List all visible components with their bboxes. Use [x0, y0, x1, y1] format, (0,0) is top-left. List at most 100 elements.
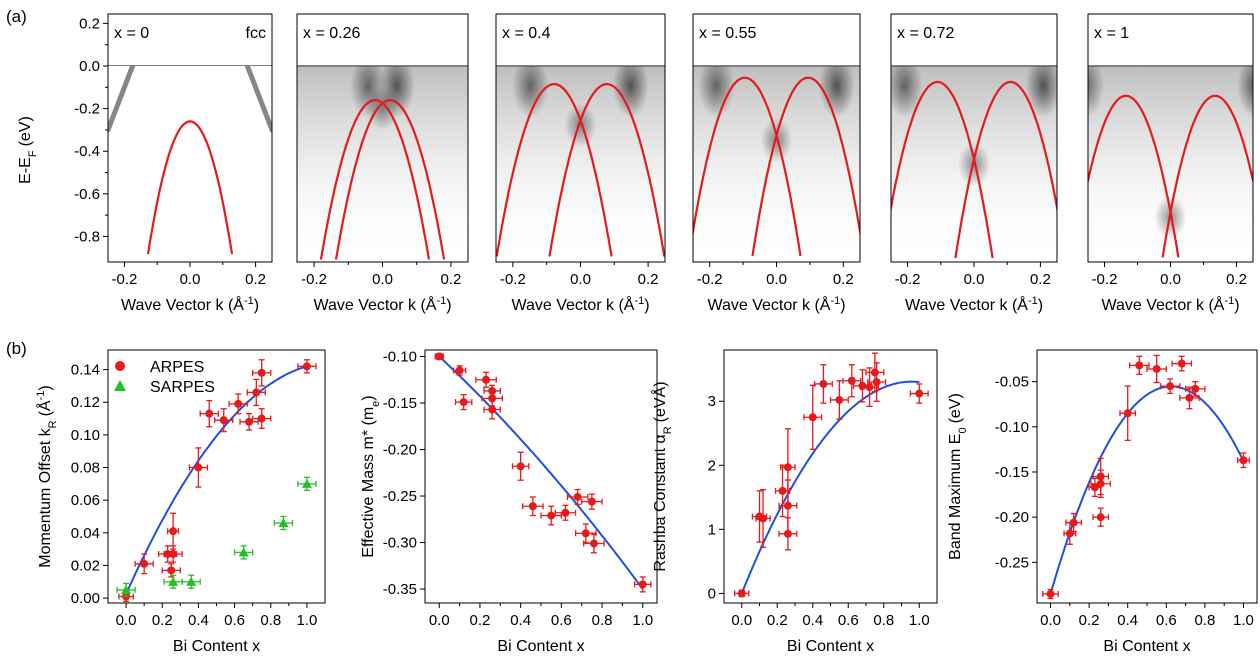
marker-circle — [169, 527, 178, 536]
panel-b-label: (b) — [6, 339, 27, 358]
x-tick-label: 0.6 — [551, 612, 572, 629]
data-point-arpes — [167, 512, 180, 550]
ylabel-unit: (eVÅ) — [650, 381, 669, 422]
marker-circle — [1096, 513, 1105, 522]
y-tick-label: 0.00 — [71, 590, 100, 607]
data-point-arpes — [1179, 386, 1200, 410]
marker-circle — [140, 559, 149, 568]
ylabel-sub: R — [662, 426, 674, 434]
marker-circle — [759, 514, 768, 523]
data-point-arpes — [1128, 355, 1150, 376]
x-tick-label: 1.0 — [632, 612, 653, 629]
y-tick-label: 0.14 — [71, 362, 100, 379]
data-point-arpes — [1065, 512, 1083, 533]
y-tick-label: -0.2 — [74, 101, 100, 118]
marker-circle — [167, 566, 176, 575]
x-tick-label: 0.4 — [1117, 612, 1138, 629]
arpes-spectrum — [891, 66, 1057, 262]
legend-marker-circle — [115, 361, 125, 371]
marker-circle — [778, 486, 787, 495]
fit-curve — [740, 380, 920, 594]
ylabel-sub: 0 — [957, 427, 969, 433]
x-tick-label: 0.4 — [188, 612, 209, 629]
marker-circle — [1123, 409, 1132, 418]
y-tick-label: -0.20 — [383, 442, 417, 459]
marker-circle — [1191, 384, 1200, 393]
y-tick-label: -0.8 — [74, 228, 100, 245]
xlabel-close: ) — [644, 297, 649, 314]
data-point-sarpes — [233, 545, 254, 560]
marker-circle — [219, 416, 228, 425]
marker-triangle — [168, 576, 179, 586]
data-point-arpes — [734, 589, 750, 598]
arpes-panel-label: x = 1 — [1094, 25, 1129, 42]
data-point-arpes — [188, 447, 209, 488]
y-tick-label: 3 — [708, 393, 716, 410]
x-axis-label: Bi Content x — [787, 638, 874, 655]
data-point-arpes — [909, 383, 929, 404]
marker-circle — [737, 589, 746, 598]
marker-circle — [638, 580, 647, 589]
spectrum-hotspot — [512, 66, 549, 118]
band-parabola — [1161, 94, 1253, 258]
y-tick-label: 0.2 — [79, 15, 100, 32]
x-tick-label: 0.0 — [766, 271, 787, 288]
plot-frame — [723, 349, 938, 604]
marker-circle — [835, 395, 844, 404]
y-tick-label: -0.15 — [995, 464, 1029, 481]
xlabel-close: ) — [254, 297, 259, 314]
marker-circle — [870, 368, 879, 377]
band-parabola — [146, 120, 234, 255]
data-point-arpes — [566, 488, 589, 506]
data-point-arpes — [554, 504, 577, 521]
x-tick-label: 0.0 — [570, 271, 591, 288]
ylabel-unit-close: ) — [37, 385, 54, 390]
marker-circle — [1239, 456, 1248, 465]
y-axis-label: Effective Mass m* (me) — [360, 395, 382, 557]
y-tick-label: 0.06 — [71, 492, 100, 509]
ylabel-sub: R — [47, 420, 59, 428]
y-tick-label: 0.08 — [71, 460, 100, 477]
marker-circle — [435, 352, 444, 361]
data-point-arpes — [246, 378, 266, 407]
spectrum-band-edge — [108, 66, 136, 133]
ylabel-text: Rashba Constant α — [652, 434, 669, 571]
xlabel-sup: -1 — [244, 295, 254, 307]
xlabel-sup: -1 — [634, 295, 644, 307]
ylabel-unit: (eV) — [947, 393, 964, 423]
data-point-arpes — [1171, 355, 1193, 372]
y-tick-label: -0.4 — [74, 143, 100, 160]
data-point-arpes — [1042, 588, 1059, 600]
fit-curve — [438, 355, 644, 590]
arpes-panel-label: x = 0.55 — [699, 25, 756, 42]
y-tick-label: 1 — [708, 521, 716, 538]
scatter-panel-rashba_constant: 0.0 0.2 0.4 0.6 0.8 1.0 Bi Content x 0 1 2 3 Rashba… — [650, 349, 938, 655]
xlabel-text: Wave Vector k (Å — [905, 295, 1028, 314]
band-parabola — [319, 99, 431, 260]
data-point-sarpes — [273, 515, 294, 531]
x-tick-label: 0.6 — [224, 612, 245, 629]
marker-triangle — [186, 576, 197, 586]
marker-circle — [1065, 529, 1074, 538]
data-point-arpes — [540, 505, 563, 526]
scatter-panels: 0.0 0.2 0.4 0.6 0.8 1.0Bi Content x0.000.020.… — [35, 349, 1258, 655]
x-tick-label: 0.0 — [116, 612, 137, 629]
spectrum-hotspot — [612, 66, 649, 118]
scatter-panel-momentum_offset: 0.0 0.2 0.4 0.6 0.8 1.0 Bi Content x 0.00 0.02 0.… — [35, 349, 326, 655]
data-point-arpes — [475, 371, 497, 388]
x-tick-label: 0.0 — [429, 612, 450, 629]
spectrum-hotspot — [891, 66, 923, 118]
data-point-arpes — [583, 533, 605, 554]
marker-circle — [234, 399, 243, 408]
marker-circle — [257, 414, 266, 423]
x-tick-label: 0.0 — [180, 271, 201, 288]
marker-circle — [488, 405, 497, 414]
marker-circle — [194, 463, 203, 472]
spectrum-bg — [108, 66, 272, 262]
marker-circle — [1166, 382, 1175, 391]
marker-circle — [1090, 483, 1099, 492]
data-point-arpes — [1146, 354, 1167, 384]
band-parabola — [751, 76, 860, 257]
y-tick-label: -0.10 — [995, 419, 1029, 436]
